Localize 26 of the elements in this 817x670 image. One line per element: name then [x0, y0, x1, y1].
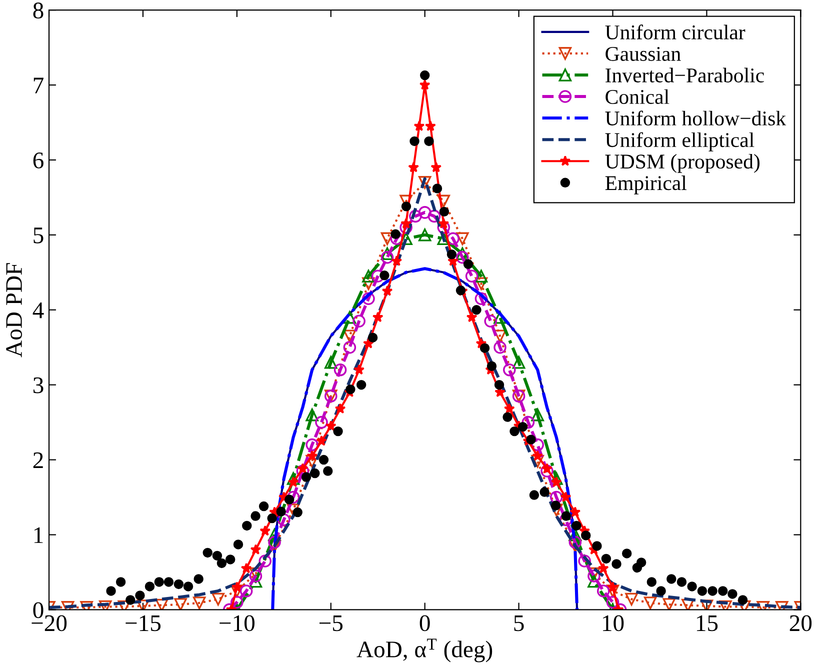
y-tick-label: 8 [33, 2, 44, 18]
legend-label: Uniform circular [605, 24, 746, 40]
x-axis-title: AoD, α$^{T}$ (deg) [356, 638, 492, 662]
y-tick-label: 5 [34, 228, 44, 244]
x-tick-label: 15 [696, 615, 718, 632]
x-tick-label: 5 [514, 615, 524, 632]
legend-label: Uniform hollow−disk [605, 110, 786, 126]
y-tick-label: 3 [33, 377, 44, 394]
x-tick-label: −10 [220, 615, 254, 632]
y-tick-label: 4 [32, 302, 44, 318]
x-tick-label: 10 [603, 615, 624, 632]
legend-label: UDSM (proposed) [605, 154, 760, 173]
x-tick-label: 20 [790, 615, 812, 632]
y-tick-label: 1 [34, 527, 43, 543]
x-tick-label: −5 [320, 615, 343, 632]
legend-label: Inverted−Parabolic [606, 68, 764, 82]
legend-label: Uniform elliptical [605, 132, 754, 152]
y-axis-title: AoD PDF [6, 263, 22, 358]
x-tick-label: −15 [126, 615, 161, 632]
legend-label: Gaussian [606, 46, 681, 61]
legend-label: Empirical [605, 175, 686, 194]
y-tick-label: 6 [33, 152, 44, 168]
y-tick-label: 7 [34, 78, 44, 94]
legend-label: Conical [606, 89, 670, 104]
x-tick-label: 0 [420, 615, 430, 632]
y-tick-label: 2 [33, 452, 43, 468]
